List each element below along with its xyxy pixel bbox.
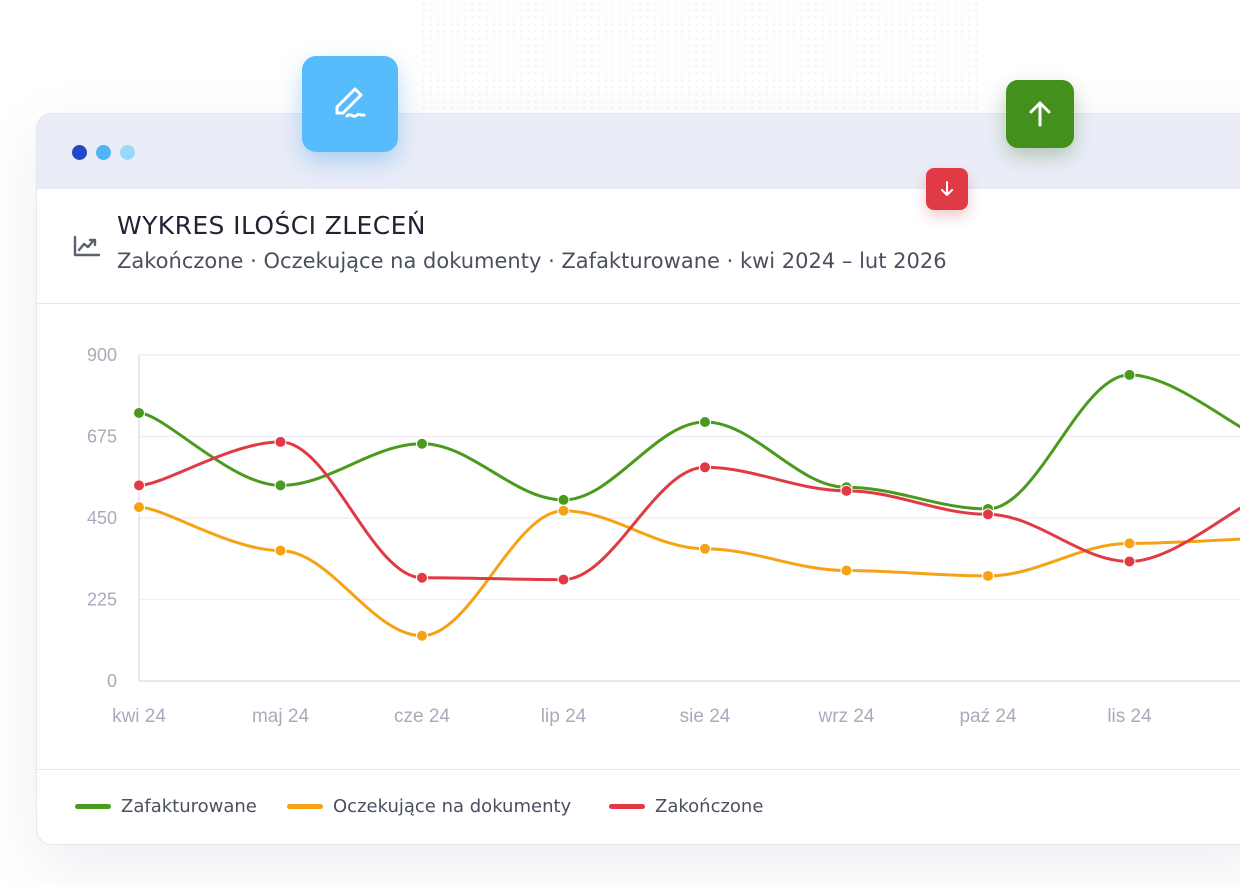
data-point-oczekujace[interactable]	[699, 542, 711, 555]
legend-swatch	[609, 803, 645, 809]
trending-up-icon	[73, 235, 101, 257]
data-point-zakonczone[interactable]	[416, 571, 428, 584]
data-point-zakonczone[interactable]	[133, 479, 145, 492]
data-point-zakonczone[interactable]	[840, 484, 853, 497]
chart-window: WYKRES ILOŚCI ZLECEŃ Zakończone · Oczeku…	[36, 113, 1240, 845]
chart-area: 0 225 450 675 900 kwi 24 maj 24 cze 24 lip 24 sie…	[37, 304, 1240, 770]
background-dot-pattern	[420, 0, 980, 120]
x-tick-label: maj 24	[252, 706, 309, 727]
y-tick-label: 225	[87, 590, 117, 610]
legend-label: Zafakturowane	[121, 795, 257, 817]
arrow-up-icon	[1029, 101, 1051, 127]
chart-legend: Zafakturowane Oczekujące na dokumenty Za…	[37, 769, 1240, 844]
y-tick-label: 0	[107, 671, 117, 691]
data-point-oczekujace[interactable]	[133, 501, 145, 514]
chart-card-header: WYKRES ILOŚCI ZLECEŃ Zakończone · Oczeku…	[37, 189, 1240, 304]
legend-swatch	[75, 803, 111, 809]
data-point-zafakturowane[interactable]	[557, 493, 570, 506]
data-point-zafakturowane[interactable]	[416, 437, 428, 450]
series-line-zakonczone	[137, 440, 1240, 582]
data-point-zafakturowane[interactable]	[699, 416, 711, 429]
data-point-zakonczone[interactable]	[982, 508, 994, 521]
x-tick-label: cze 24	[394, 706, 450, 727]
chart-subtitle: Zakończone · Oczekujące na dokumenty · Z…	[117, 249, 947, 273]
signature-button[interactable]	[302, 56, 398, 152]
series-line-oczekujace	[137, 505, 1240, 638]
y-tick-label: 450	[87, 508, 117, 528]
data-point-zafakturowane[interactable]	[1123, 368, 1136, 381]
window-dot-dark-blue	[72, 145, 87, 160]
series-line-zafakturowane	[137, 373, 1240, 511]
x-tick-label: lis 24	[1107, 706, 1152, 727]
arrow-up-button[interactable]	[1006, 80, 1074, 148]
legend-item-oczekujace[interactable]: Oczekujące na dokumenty	[287, 794, 571, 818]
data-point-oczekujace[interactable]	[840, 564, 853, 577]
window-dot-light-blue	[120, 145, 135, 160]
x-tick-label: sie 24	[680, 706, 731, 727]
data-point-oczekujace[interactable]	[982, 569, 994, 582]
data-point-oczekujace[interactable]	[557, 504, 570, 517]
x-tick-label: lip 24	[541, 706, 587, 727]
legend-item-zafakturowane[interactable]: Zafakturowane	[75, 794, 257, 818]
chart-title: WYKRES ILOŚCI ZLECEŃ	[117, 211, 426, 240]
line-chart: 0 225 450 675 900 kwi 24 maj 24 cze 24 lip 24 sie…	[87, 345, 1240, 727]
x-tick-label: wrz 24	[818, 706, 875, 727]
data-point-zakonczone[interactable]	[1123, 555, 1136, 568]
y-tick-label: 675	[87, 427, 117, 447]
x-tick-label: paź 24	[959, 706, 1016, 727]
window-dot-blue	[96, 145, 111, 160]
legend-label: Oczekujące na dokumenty	[333, 795, 572, 817]
data-point-zakonczone[interactable]	[274, 435, 287, 448]
arrow-down-icon	[941, 181, 953, 196]
data-point-zakonczone[interactable]	[699, 461, 711, 474]
arrow-down-button[interactable]	[926, 168, 968, 210]
data-point-oczekujace[interactable]	[1123, 537, 1136, 550]
x-tick-label: kwi 24	[112, 706, 166, 727]
data-point-zafakturowane[interactable]	[274, 479, 287, 492]
data-point-zafakturowane[interactable]	[133, 406, 145, 419]
signature-icon	[335, 87, 366, 118]
data-point-oczekujace[interactable]	[416, 629, 428, 642]
data-point-zakonczone[interactable]	[557, 573, 570, 586]
data-point-oczekujace[interactable]	[274, 544, 287, 557]
legend-swatch	[287, 803, 323, 809]
legend-item-zakonczone[interactable]: Zakończone	[609, 794, 763, 818]
y-tick-label: 900	[87, 345, 117, 365]
legend-label: Zakończone	[655, 795, 764, 817]
